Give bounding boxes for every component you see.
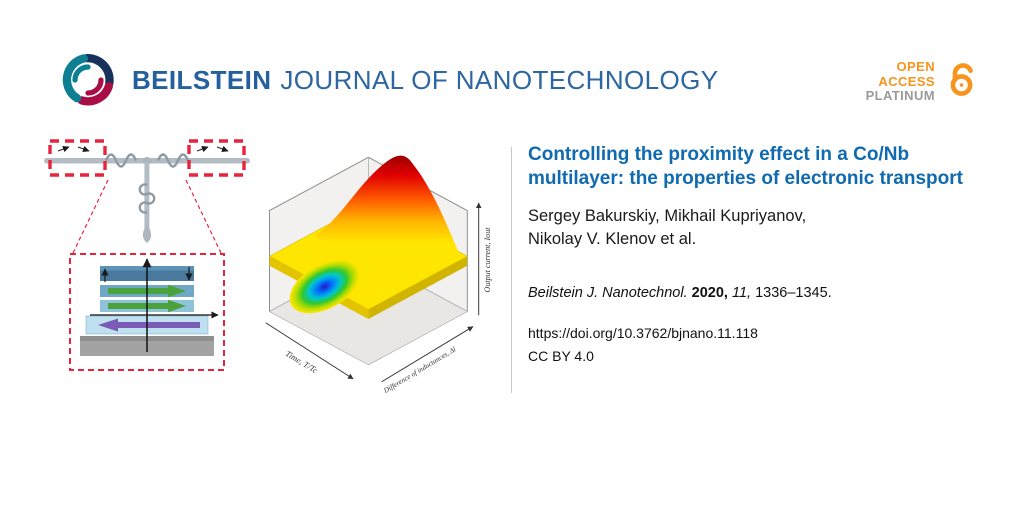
license-label: CC BY 4.0: [528, 348, 594, 365]
surface-edge-right: [368, 256, 468, 319]
current-arrow-purple: [98, 318, 200, 332]
journal-title: BEILSTEIN JOURNAL OF NANOTECHNOLOGY: [132, 65, 718, 96]
open-access-badge: OPEN ACCESS PLATINUM: [865, 59, 980, 104]
plot-y-axis-label: Difference of inductances, Δl: [382, 345, 458, 395]
spin-arrow: [196, 145, 209, 153]
citation-journal: Beilstein J. Nanotechnol.: [528, 285, 688, 302]
article-authors: Sergey Bakurskiy, Mikhail Kupriyanov, Ni…: [528, 205, 983, 251]
vertical-divider: [511, 147, 512, 393]
surface-dip: [289, 260, 360, 314]
coil-left: [104, 153, 138, 168]
open-access-text: OPEN ACCESS PLATINUM: [865, 59, 935, 104]
detail-box: [69, 253, 225, 371]
spin-arrow: [57, 145, 70, 153]
doi-link[interactable]: https://doi.org/10.3762/bjnano.11.118: [528, 325, 758, 342]
authors-line-1: Sergey Bakurskiy, Mikhail Kupriyanov,: [528, 207, 807, 226]
journal-header: BEILSTEIN JOURNAL OF NANOTECHNOLOGY: [62, 54, 718, 106]
open-access-line2: ACCESS: [878, 73, 935, 89]
coil-vertical: [138, 183, 156, 214]
open-access-line1: OPEN: [896, 59, 935, 74]
article-info: Controlling the proximity effect in a Co…: [528, 143, 983, 364]
authors-line-2: Nikolay V. Klenov et al.: [528, 230, 697, 249]
citation-line: Beilstein J. Nanotechnol. 2020, 11, 1336…: [528, 285, 983, 301]
citation-pages: 1336–1345.: [755, 285, 832, 302]
surface-plot-figure: Time, T/Tc Difference of inductances, Δl…: [265, 155, 492, 395]
coil-right: [156, 153, 190, 168]
plot-x-axis-label: Time, T/Tc: [284, 348, 320, 375]
article-title: Controlling the proximity effect in a Co…: [528, 144, 963, 189]
spin-arrow: [77, 145, 90, 153]
zoom-connector-left: [72, 179, 109, 254]
journal-title-rest: JOURNAL OF NANOTECHNOLOGY: [280, 64, 719, 95]
surface-peak: [315, 155, 458, 265]
journal-title-brand: BEILSTEIN: [132, 64, 272, 95]
citation-year: 2020,: [691, 285, 728, 302]
platinum-label: PLATINUM: [865, 88, 935, 104]
plot-z-axis-label: Output current, Iout: [483, 227, 492, 293]
citation-volume: 11,: [731, 285, 752, 302]
zoom-connector-right: [185, 179, 222, 254]
spin-arrow: [216, 145, 229, 153]
open-access-icon: [950, 63, 973, 96]
y-axis-arrow: [381, 326, 474, 383]
device-schematic-figure: [44, 139, 250, 371]
beilstein-logo-icon: [62, 54, 114, 106]
x-axis-arrow: [265, 322, 354, 380]
drop-tip: [142, 224, 152, 243]
